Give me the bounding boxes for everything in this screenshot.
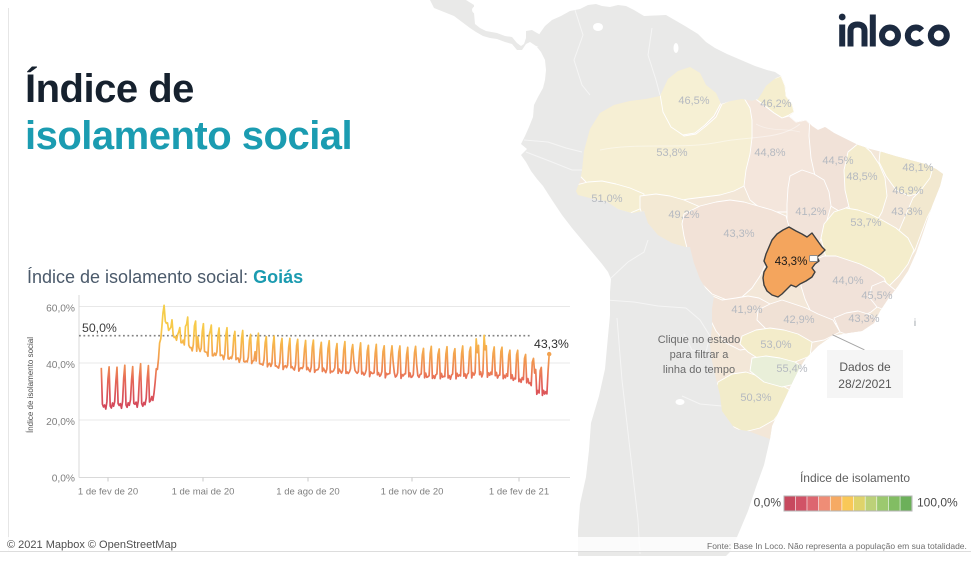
svg-text:53,7%: 53,7% (850, 217, 881, 229)
svg-text:49,2%: 49,2% (668, 209, 699, 221)
svg-text:Dados de: Dados de (839, 360, 891, 374)
svg-text:43,3%: 43,3% (775, 256, 808, 268)
svg-text:46,5%: 46,5% (678, 95, 709, 107)
svg-text:i: i (914, 318, 916, 329)
svg-text:53,0%: 53,0% (760, 339, 791, 351)
svg-text:1 de fev de 20: 1 de fev de 20 (78, 487, 138, 498)
svg-text:0,0%: 0,0% (52, 474, 75, 485)
svg-text:44,5%: 44,5% (822, 155, 853, 167)
svg-text:20,0%: 20,0% (46, 417, 75, 428)
svg-text:0,0%: 0,0% (754, 496, 782, 510)
svg-text:41,9%: 41,9% (731, 304, 762, 316)
svg-text:53,8%: 53,8% (656, 147, 687, 159)
svg-text:43,3%: 43,3% (848, 313, 879, 325)
svg-text:1 de mai de 20: 1 de mai de 20 (172, 487, 235, 498)
svg-text:Índice de isolamento: Índice de isolamento (800, 470, 910, 485)
svg-text:48,1%: 48,1% (902, 162, 933, 174)
svg-text:42,9%: 42,9% (783, 314, 814, 326)
svg-text:46,2%: 46,2% (760, 98, 791, 110)
svg-text:50,3%: 50,3% (740, 392, 771, 404)
svg-text:44,0%: 44,0% (832, 275, 863, 287)
svg-text:43,3%: 43,3% (891, 206, 922, 218)
svg-text:50,0%: 50,0% (82, 321, 117, 335)
svg-text:51,0%: 51,0% (591, 193, 622, 205)
svg-text:100,0%: 100,0% (917, 496, 958, 510)
svg-text:55,4%: 55,4% (776, 363, 807, 375)
svg-text:43,3%: 43,3% (534, 337, 569, 351)
svg-text:43,3%: 43,3% (723, 228, 754, 240)
svg-text:40,0%: 40,0% (46, 360, 75, 371)
svg-text:45,5%: 45,5% (861, 290, 892, 302)
svg-text:28/2/2021: 28/2/2021 (838, 377, 892, 391)
svg-text:1 de ago de 20: 1 de ago de 20 (276, 487, 339, 498)
svg-text:44,8%: 44,8% (754, 147, 785, 159)
svg-text:41,2%: 41,2% (795, 206, 826, 218)
svg-text:48,5%: 48,5% (846, 171, 877, 183)
svg-text:1 de nov de 20: 1 de nov de 20 (381, 487, 444, 498)
svg-text:60,0%: 60,0% (46, 304, 75, 315)
svg-text:1 de fev de 21: 1 de fev de 21 (489, 487, 549, 498)
svg-text:Índice de isolamento social: Índice de isolamento social (26, 337, 35, 433)
svg-text:46,9%: 46,9% (892, 185, 923, 197)
